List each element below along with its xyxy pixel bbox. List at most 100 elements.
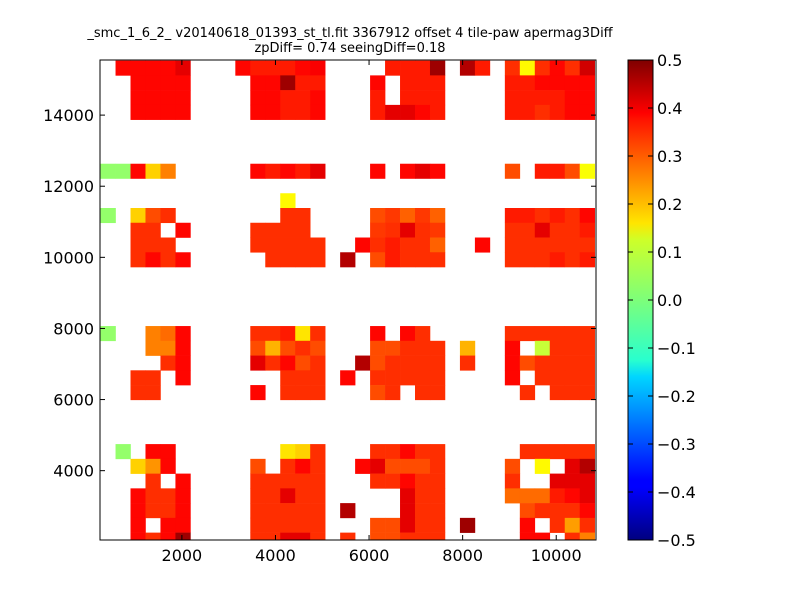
heatmap-cell [265, 60, 281, 76]
heatmap-cell [519, 444, 536, 460]
heatmap-cell [250, 60, 266, 76]
heatmap-cell [280, 444, 296, 460]
heatmap-cell [579, 355, 595, 371]
y-tick-label: 12000 [43, 177, 94, 196]
heatmap-cell [295, 488, 311, 504]
y-tick-label: 10000 [43, 248, 94, 267]
heatmap-cell [429, 444, 446, 460]
heatmap-cell [310, 458, 326, 474]
heatmap-cell [415, 473, 431, 489]
heatmap-cell [415, 517, 431, 533]
heatmap-cell [340, 503, 356, 519]
heatmap-cell [400, 326, 416, 342]
heatmap-cell [280, 326, 296, 342]
heatmap-cell [160, 208, 176, 224]
heatmap-cell [564, 104, 581, 120]
heatmap-cell [519, 503, 536, 519]
heatmap-cell [250, 326, 266, 342]
heatmap-cell [504, 75, 521, 91]
heatmap-cell [474, 237, 491, 253]
heatmap-cell [250, 532, 266, 541]
heatmap-cell [564, 208, 581, 224]
heatmap-cell [280, 532, 296, 541]
heatmap-cell [400, 517, 416, 533]
heatmap-cell [385, 517, 401, 533]
heatmap-cell [145, 222, 161, 238]
heatmap-cell [370, 208, 386, 224]
heatmap-cell [175, 503, 191, 519]
heatmap-cell [160, 163, 176, 179]
heatmap-cell [145, 340, 161, 356]
heatmap-cell [310, 104, 326, 120]
heatmap-cell [534, 222, 551, 238]
heatmap-cell [504, 208, 521, 224]
heatmap-cell [504, 90, 521, 106]
heatmap-cell [130, 104, 146, 120]
heatmap-cell [370, 75, 386, 91]
heatmap-cell [579, 370, 595, 386]
heatmap-cell [459, 355, 476, 371]
heatmap-cell [549, 370, 566, 386]
heatmap-cell [145, 488, 161, 504]
heatmap-cell [385, 252, 401, 268]
heatmap-cell [534, 458, 551, 474]
colorbar-tick-label: 0.5 [657, 51, 682, 70]
heatmap-cell [370, 163, 386, 179]
heatmap-cell [415, 458, 431, 474]
heatmap-cell [534, 104, 551, 120]
heatmap-cell [385, 237, 401, 253]
heatmap-cell [145, 385, 161, 401]
heatmap-cell [280, 503, 296, 519]
heatmap-cell [429, 208, 446, 224]
heatmap-cell [175, 532, 191, 541]
heatmap-cell [385, 458, 401, 474]
heatmap-cell [400, 488, 416, 504]
heatmap-cell [175, 104, 191, 120]
colorbar-tick-label: 0.3 [657, 147, 682, 166]
heatmap-cell [250, 488, 266, 504]
heatmap-cell [265, 340, 281, 356]
heatmap-cell [265, 473, 281, 489]
heatmap-cell [415, 104, 431, 120]
heatmap-cell [295, 326, 311, 342]
heatmap-cell [250, 237, 266, 253]
heatmap-cell [534, 163, 551, 179]
heatmap-cell [175, 370, 191, 386]
heatmap-cell [549, 503, 566, 519]
heatmap-cell [310, 326, 326, 342]
heatmap-cell [504, 355, 521, 371]
heatmap-cell [519, 237, 536, 253]
heatmap-cell [145, 458, 161, 474]
heatmap-cell [115, 163, 131, 179]
heatmap-cell [415, 488, 431, 504]
heatmap-cell [400, 163, 416, 179]
heatmap-cell [130, 503, 146, 519]
heatmap-cell [310, 444, 326, 460]
heatmap-cell [415, 60, 431, 76]
heatmap-cell [310, 340, 326, 356]
heatmap-cell [295, 503, 311, 519]
heatmap-cell [175, 90, 191, 106]
heatmap-cell [579, 237, 595, 253]
heatmap-cell [579, 252, 595, 268]
heatmap-cell [310, 237, 326, 253]
y-axis: 4000 6000 8000 10000 12000 14000 [43, 106, 596, 481]
heatmap-cell [549, 252, 566, 268]
heatmap-cell [280, 104, 296, 120]
heatmap-cell [400, 370, 416, 386]
heatmap-cell [340, 252, 356, 268]
heatmap-cell [310, 60, 326, 76]
heatmap-cell [265, 503, 281, 519]
heatmap-cell [175, 340, 191, 356]
heatmap-cell [355, 458, 371, 474]
heatmap-cell [250, 163, 266, 179]
heatmap-cell [310, 163, 326, 179]
heatmap-cell [415, 340, 431, 356]
heatmap-cell [534, 237, 551, 253]
heatmap-cell [385, 444, 401, 460]
heatmap-cell [175, 355, 191, 371]
heatmap-cell [579, 444, 595, 460]
heatmap-cell [310, 355, 326, 371]
heatmap-cell [504, 60, 521, 76]
heatmap-cell [385, 532, 401, 541]
